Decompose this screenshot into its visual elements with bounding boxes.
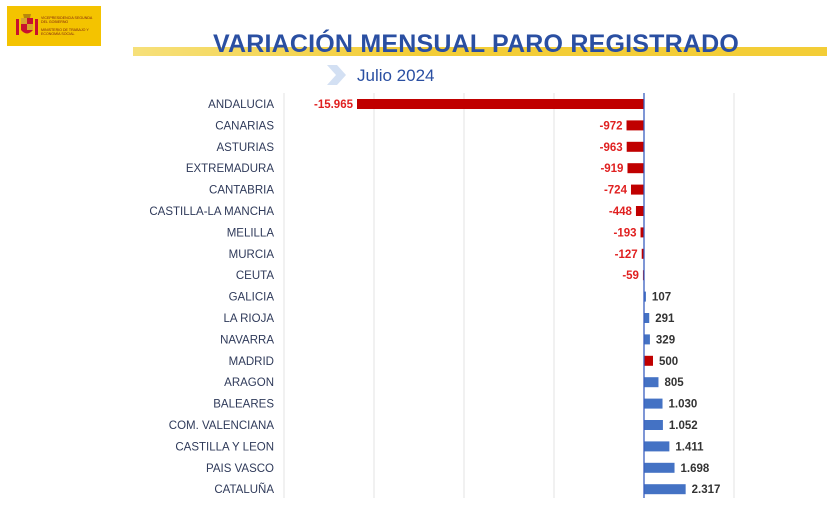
- data-label-4: -724: [604, 185, 628, 197]
- bar-17: [644, 462, 675, 473]
- bar-11: [644, 334, 650, 345]
- bar-13: [644, 377, 659, 388]
- category-label-17: PAIS VASCO: [206, 463, 274, 475]
- category-label-14: BALEARES: [213, 399, 274, 411]
- data-label-17: 1.698: [681, 463, 710, 475]
- bar-15: [644, 420, 663, 430]
- bar-5: [635, 206, 644, 216]
- data-label-5: -448: [609, 206, 633, 218]
- category-label-5: CASTILLA-LA MANCHA: [149, 206, 274, 218]
- ministry-logo-text: VICEPRESIDENCIA SEGUNDA DEL GOBIERNO MIN…: [41, 12, 99, 40]
- data-label-3: -919: [600, 163, 623, 175]
- category-label-12: MADRID: [229, 356, 274, 368]
- page-subtitle: Julio 2024: [357, 66, 435, 85]
- data-label-11: 329: [656, 334, 675, 346]
- bar-2: [626, 141, 644, 152]
- data-label-18: 2.317: [692, 484, 721, 496]
- category-label-13: ARAGON: [224, 377, 274, 389]
- page-title: VARIACIÓN MENSUAL PARO REGISTRADO: [212, 30, 740, 58]
- category-label-7: MURCIA: [229, 249, 275, 261]
- data-label-1: -972: [599, 120, 622, 132]
- bar-6: [640, 227, 644, 238]
- category-label-4: CANTABRIA: [209, 185, 274, 197]
- bar-12: [644, 355, 653, 366]
- data-label-7: -127: [615, 249, 638, 261]
- category-label-3: EXTREMADURA: [186, 163, 275, 175]
- data-label-8: -59: [622, 270, 639, 282]
- bar-3: [627, 163, 644, 174]
- data-label-0: -15.965: [314, 99, 354, 111]
- bar-9: [644, 291, 646, 302]
- category-label-18: CATALUÑA: [214, 483, 274, 496]
- category-label-15: COM. VALENCIANA: [169, 420, 275, 432]
- data-label-15: 1.052: [669, 420, 698, 432]
- bar-0: [357, 99, 644, 109]
- category-label-0: ANDALUCIA: [208, 99, 274, 111]
- bar-1: [626, 120, 644, 131]
- bar-10: [644, 313, 650, 323]
- bar-18: [644, 484, 686, 495]
- logo-line-2: MINISTERIO DE TRABAJO Y ECONOMÍA SOCIAL: [41, 27, 89, 36]
- ministry-logo: VICEPRESIDENCIA SEGUNDA DEL GOBIERNO MIN…: [7, 6, 101, 46]
- bar-7: [641, 248, 644, 259]
- logo-line-1: VICEPRESIDENCIA SEGUNDA DEL GOBIERNO: [41, 16, 93, 25]
- data-label-16: 1.411: [675, 441, 704, 453]
- category-label-1: CANARIAS: [215, 120, 274, 132]
- data-label-13: 805: [664, 377, 684, 389]
- category-label-2: ASTURIAS: [216, 142, 274, 154]
- data-label-12: 500: [659, 356, 678, 368]
- category-label-10: LA RIOJA: [224, 313, 275, 325]
- bar-16: [644, 441, 670, 452]
- data-label-10: 291: [655, 313, 675, 325]
- category-label-9: GALICIA: [229, 292, 275, 304]
- title-underline-band: [133, 47, 827, 56]
- data-label-9: 107: [652, 292, 671, 304]
- category-label-11: NAVARRA: [220, 334, 274, 346]
- category-label-8: CEUTA: [236, 270, 274, 282]
- data-label-6: -193: [613, 227, 636, 239]
- bar-4: [630, 184, 644, 195]
- category-label-16: CASTILLA Y LEON: [175, 441, 274, 453]
- data-label-2: -963: [600, 142, 623, 154]
- chevron-right-icon: [327, 65, 346, 85]
- bar-14: [644, 398, 663, 409]
- coat-of-arms-icon: [16, 14, 38, 35]
- data-label-14: 1.030: [669, 399, 698, 411]
- category-label-6: MELILLA: [227, 227, 275, 239]
